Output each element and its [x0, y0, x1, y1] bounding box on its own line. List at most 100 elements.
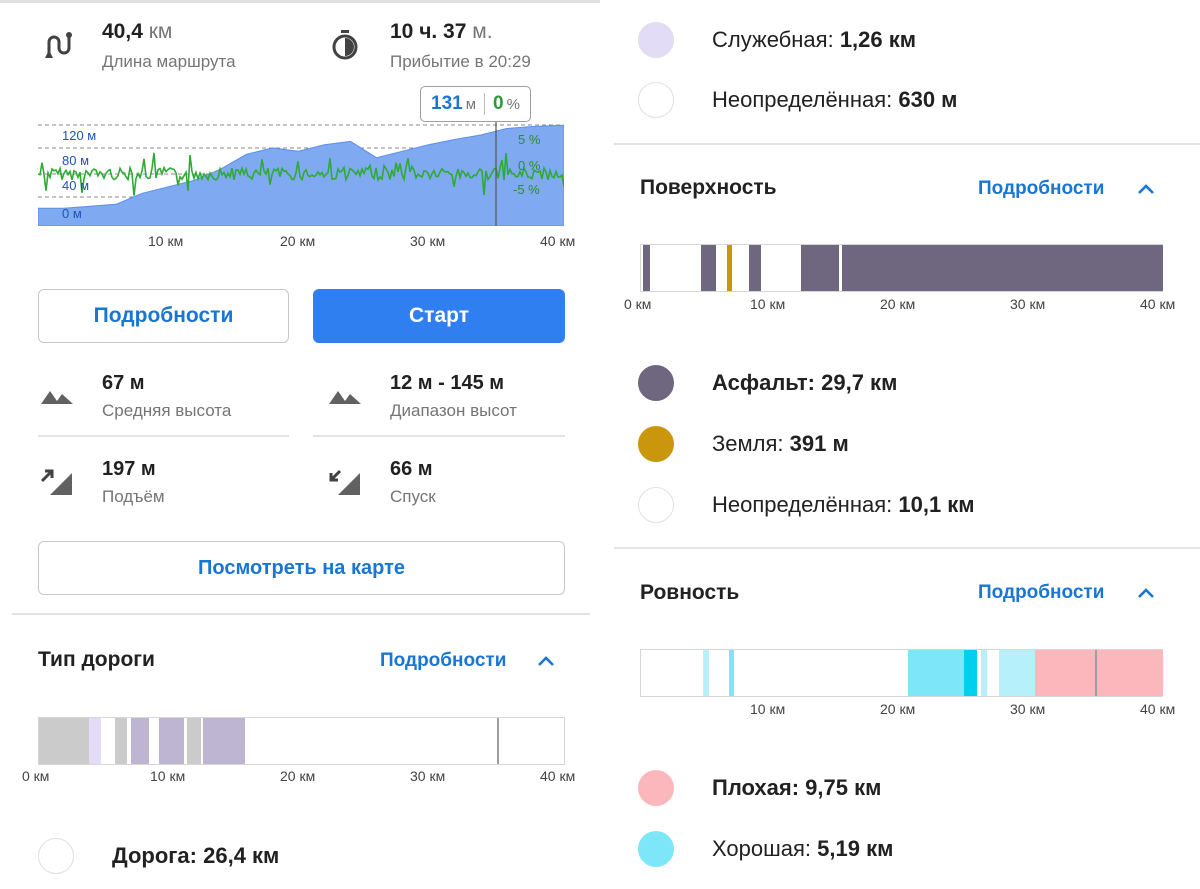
legend-label: Неопределённая: 630 м [712, 87, 958, 112]
legend-label: Асфальт: 29,7 км [712, 370, 898, 395]
surface-axis-tick: 10 км [750, 296, 786, 312]
altitude-range: 12 м - 145 м [390, 372, 505, 394]
smoothness-segment-bad [1035, 650, 1163, 696]
smoothness-details-link[interactable]: Подробности [978, 582, 1105, 603]
legend-item-asphalt: Асфальт: 29,7 км [638, 365, 897, 401]
legend-item-service: Служебная: 1,26 км [638, 22, 916, 58]
legend-label: Хорошая: 5,19 км [712, 836, 894, 861]
legend-label: Плохая: 9,75 км [712, 775, 882, 800]
smoothness-segment-good [703, 650, 709, 696]
x-axis-tick: 30 км [410, 233, 446, 249]
legend-dot [638, 487, 674, 523]
road-type-axis-tick: 20 км [280, 768, 316, 784]
chevron-up-icon[interactable] [1137, 587, 1155, 599]
section-divider [12, 613, 590, 615]
road-type-bar [38, 717, 565, 765]
road-type-segment [131, 718, 149, 764]
descent-value: 66 м [390, 458, 433, 480]
smoothness-segment-good [908, 650, 964, 696]
road-type-segment [203, 718, 245, 764]
surface-axis-tick: 20 км [880, 296, 916, 312]
descent-label: Спуск [390, 487, 436, 506]
legend-dot [38, 838, 74, 874]
surface-details-link[interactable]: Подробности [978, 178, 1105, 199]
road-type-segment [39, 718, 89, 764]
altitude-range-label: Диапазон высот [390, 401, 517, 420]
surface-axis-tick: 0 км [624, 296, 652, 312]
legend-dot [638, 22, 674, 58]
descent-icon [329, 469, 360, 495]
travel-time-unit: м. [472, 20, 493, 43]
travel-time: 10 ч. 37 м. [390, 20, 493, 43]
road-type-segment [89, 718, 101, 764]
legend-label: Служебная: 1,26 км [712, 27, 917, 52]
slope-tick: 5 % [518, 132, 541, 147]
legend-dot [638, 831, 674, 867]
cursor-elevation-unit: м [465, 95, 477, 113]
slope-tick: 0 % [518, 158, 541, 173]
legend-item-road: Дорога: 26,4 км [38, 838, 279, 874]
road-type-segment [187, 718, 201, 764]
road-type-title: Тип дороги [38, 648, 155, 671]
cursor-slope-unit: % [506, 95, 520, 113]
section-divider [614, 143, 1200, 145]
road-type-segment [159, 718, 184, 764]
route-details-panel: 40,4 км Длина маршрута 10 ч. 37 м. Прибы… [0, 0, 600, 874]
surface-segment-asphalt [842, 245, 1163, 291]
bar-cursor-line [497, 718, 499, 764]
surface-segment-asphalt [801, 245, 839, 291]
section-divider [614, 547, 1200, 549]
road-type-details-link[interactable]: Подробности [380, 650, 507, 671]
stats-divider [38, 435, 289, 437]
smoothness-axis-tick: 10 км [750, 701, 786, 717]
stopwatch-icon [332, 30, 358, 60]
chart-cursor-readout: 131 м 0 % [420, 86, 531, 122]
stats-divider [313, 435, 565, 437]
smoothness-bar [640, 649, 1163, 697]
surface-segment-asphalt [643, 245, 650, 291]
smoothness-title: Ровность [640, 581, 740, 604]
legend-dot [638, 82, 674, 118]
chevron-up-icon[interactable] [1137, 183, 1155, 195]
chevron-up-icon[interactable] [537, 655, 555, 667]
ascent-label: Подъём [102, 487, 165, 506]
x-axis-tick: 10 км [148, 233, 184, 249]
route-attributes-panel: Служебная: 1,26 км Неопределённая: 630 м… [614, 0, 1200, 889]
smoothness-axis-tick: 40 км [1140, 701, 1176, 717]
surface-bar [640, 244, 1163, 292]
cursor-elevation: 131 [431, 93, 463, 114]
surface-axis-tick: 30 км [1010, 296, 1046, 312]
elevation-area [38, 124, 564, 226]
bar-cursor-line [1095, 650, 1097, 696]
legend-item-undefined-surface: Неопределённая: 10,1 км [638, 487, 975, 523]
details-button[interactable]: Подробности [38, 289, 289, 343]
smoothness-segment-good [999, 650, 1035, 696]
road-type-axis-tick: 40 км [540, 768, 576, 784]
route-length: 40,4 км [102, 20, 173, 43]
elevation-tick: 120 м [62, 128, 96, 143]
mountains-icon [329, 391, 361, 404]
surface-segment-asphalt [701, 245, 716, 291]
readout-separator [484, 93, 486, 115]
top-divider [0, 0, 600, 3]
route-length-label: Длина маршрута [102, 52, 236, 71]
surface-segment-asphalt [749, 245, 761, 291]
route-length-unit: км [148, 20, 173, 43]
arrival-label: Прибытие в 20:29 [390, 52, 531, 71]
view-on-map-button[interactable]: Посмотреть на карте [38, 541, 565, 595]
route-icon [45, 32, 72, 58]
road-type-segment [115, 718, 127, 764]
road-type-axis-tick: 30 км [410, 768, 446, 784]
legend-label: Земля: 391 м [712, 431, 849, 456]
x-axis-tick: 20 км [280, 233, 316, 249]
start-button[interactable]: Старт [313, 289, 565, 343]
mountains-icon [41, 391, 73, 404]
legend-label: Неопределённая: 10,1 км [712, 492, 975, 517]
elevation-chart[interactable]: 120 м 80 м 40 м 0 м 5 % 0 % -5 % [38, 122, 564, 226]
legend-item-good: Хорошая: 5,19 км [638, 831, 893, 867]
smoothness-segment-excellent [964, 650, 977, 696]
smoothness-axis-tick: 20 км [880, 701, 916, 717]
legend-dot [638, 365, 674, 401]
smoothness-segment-good [981, 650, 987, 696]
smoothness-segment-good [729, 650, 734, 696]
